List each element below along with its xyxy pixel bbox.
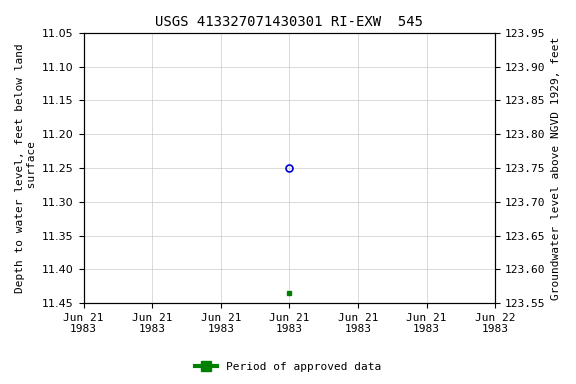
Y-axis label: Groundwater level above NGVD 1929, feet: Groundwater level above NGVD 1929, feet	[551, 36, 561, 300]
Title: USGS 413327071430301 RI-EXW  545: USGS 413327071430301 RI-EXW 545	[156, 15, 423, 29]
Legend: Period of approved data: Period of approved data	[191, 358, 385, 377]
Y-axis label: Depth to water level, feet below land
 surface: Depth to water level, feet below land su…	[15, 43, 37, 293]
